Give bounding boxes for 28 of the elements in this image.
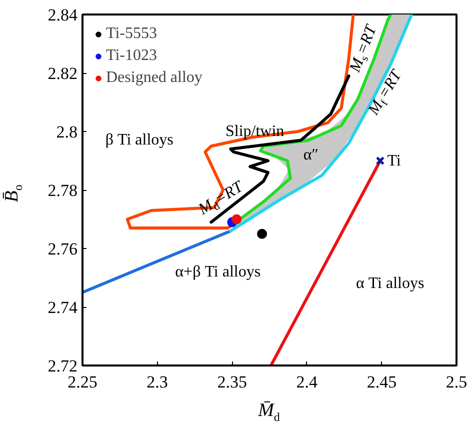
annotation: α″ [303,146,318,164]
y-tick-label: 2.76 [48,240,78,258]
y-tick-label: 2.78 [48,181,78,200]
x-tick-label: 2.25 [68,372,98,392]
y-tick-label: 2.74 [48,298,78,317]
legend-label: Ti-1023 [106,47,157,65]
x-tick-label: 2.3 [146,372,168,392]
y-tick-label: 2.8 [56,122,78,142]
annotation: α Ti alloys [356,275,424,292]
annotation: Ms=RT [346,22,380,76]
x-tick-label: 2.5 [446,372,468,392]
annotation: Slip/twin [225,122,284,140]
point [376,156,385,166]
legend-label: Designed alloy [106,69,202,87]
y-tick-label: 2.82 [48,64,78,83]
y-tick-label: 2.84 [48,6,78,24]
annotation: Md=RT [194,178,247,219]
annotation: β Ti alloys [105,132,174,149]
legend-label: Ti-5553 [106,25,157,43]
point [232,214,242,224]
y-tick-label: 2.72 [48,356,78,376]
x-tick-label: 2.4 [296,372,318,392]
annotation: α+β Ti alloys [175,263,261,280]
point [257,228,268,239]
annotation: Ti [387,152,402,170]
x-tick-label: 2.35 [217,372,247,392]
x-axis-title: M̄$_{d}$ [258,400,280,424]
x-tick-label: 2.45 [366,372,397,392]
